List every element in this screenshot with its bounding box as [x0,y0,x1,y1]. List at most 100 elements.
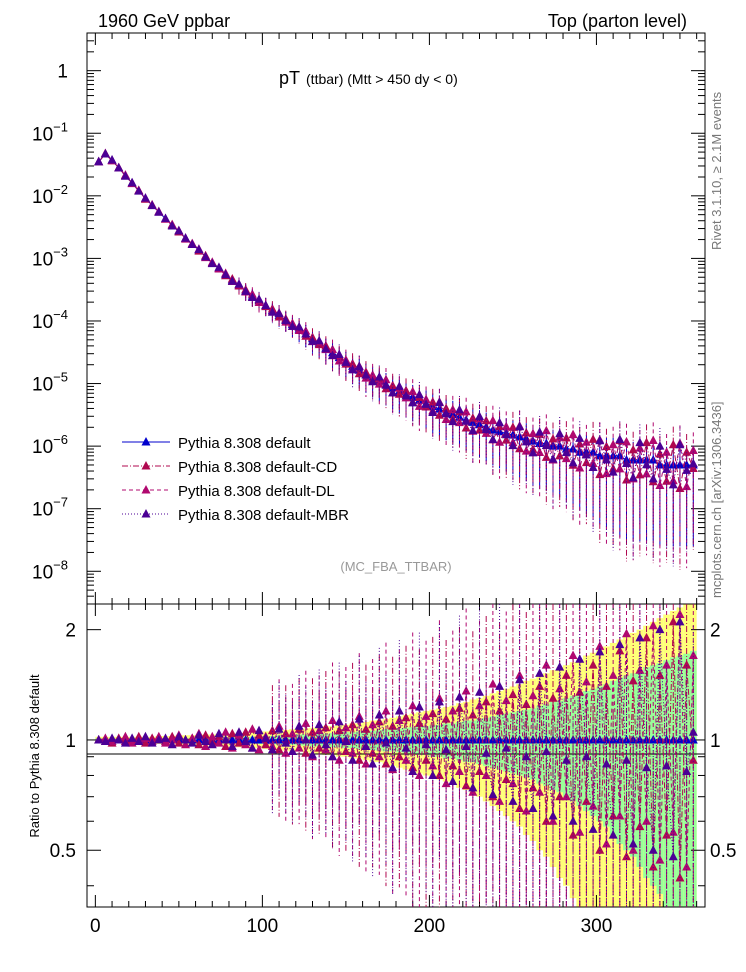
process-label: Top (parton level) [548,11,687,31]
ratio-point [348,719,358,729]
ratio-point [201,741,211,750]
rivet-version-label: Rivet 3.1.10, ≥ 2.1M events [709,91,724,250]
main-y-tick-label: 10−4 [32,307,68,333]
ratio-point [635,632,645,642]
ratio-point [254,730,264,739]
data-point [662,476,672,485]
data-point [468,425,478,435]
data-point [147,200,157,210]
data-point [615,434,625,444]
ratio-point [521,751,531,761]
legend-marker [141,485,151,494]
ratio-point [301,734,311,744]
ratio-point [194,739,204,749]
data-point [107,154,117,164]
ratio-point [401,743,411,752]
data-point [561,453,571,463]
ratio-point [561,670,571,679]
ratio-point [174,738,184,747]
data-point [328,344,338,353]
data-point [254,294,264,303]
data-point [441,408,451,418]
ratio-point [207,739,217,749]
ratio-point [254,744,264,754]
plot-title-main: pT [279,68,300,88]
ratio-point [321,722,331,732]
ratio-point [515,674,525,684]
ratio-y-tick-label: 1 [65,731,76,752]
ratio-point [301,718,311,727]
ratio-point [274,724,284,733]
ratio-point [461,686,471,695]
ratio-point [194,734,204,744]
data-point [608,439,618,449]
ratio-point [127,738,137,747]
ratio-point [575,654,585,663]
ratio-point [388,762,398,772]
ratio-point [608,670,618,679]
data-point [221,269,231,279]
data-point [675,439,685,449]
data-point [601,454,611,464]
data-point [194,244,204,253]
ratio-point [408,766,418,776]
data-point [381,380,391,389]
data-point [588,434,598,443]
data-point [361,370,371,379]
data-point [341,357,351,366]
ratio-y-tick-label: 2 [710,621,721,642]
main-y-tick-labels: 1 10−1 10−2 10−3 10−4 10−5 10−6 10−7 10−8 [32,62,68,584]
ratio-point [100,736,110,746]
ratio-point [575,827,585,836]
ratio-point [481,748,491,757]
series-line [98,153,694,466]
data-point [374,371,384,381]
ratio-point [561,755,571,764]
data-point [140,193,150,202]
ratio-point [341,736,351,746]
ratio-point [194,730,204,739]
legend-marker [141,461,151,470]
ratio-point [247,724,257,733]
ratio-point [601,681,611,690]
ratio-point [495,681,505,690]
ratio-point [321,739,331,749]
ratio-point [307,749,317,759]
ratio-point [668,851,678,861]
ratio-point [421,711,431,720]
ratio-point [508,778,518,788]
data-point [388,387,398,397]
ratio-point [561,791,571,801]
ratio-point [247,743,257,752]
data-point [528,428,538,438]
data-point [535,427,545,436]
ratio-point [448,705,458,715]
ratio-point [601,758,611,768]
ratio-point [314,719,324,729]
ratio-point [134,736,144,746]
ratio-point [642,762,652,772]
data-point [100,149,110,158]
ratio-point [515,670,525,679]
ratio-point [261,739,271,749]
ratio-point [234,727,244,736]
data-point [368,376,378,386]
data-point [588,447,598,456]
ratio-point [615,639,625,649]
ratio-point [454,691,464,701]
data-point [481,424,491,434]
ratio-point [588,824,598,833]
data-point [461,416,471,425]
ratio-point [301,748,311,757]
ratio-point [448,776,458,786]
data-point [682,447,692,456]
x-tick-label: 100 [247,916,279,937]
ratio-point [361,741,371,750]
data-point [328,350,338,360]
main-y-tick-label: 10−5 [32,370,68,396]
data-point [201,251,211,261]
ratio-point [595,646,605,656]
ratio-point [368,719,378,729]
data-point [688,445,698,455]
ratio-point [421,739,431,749]
